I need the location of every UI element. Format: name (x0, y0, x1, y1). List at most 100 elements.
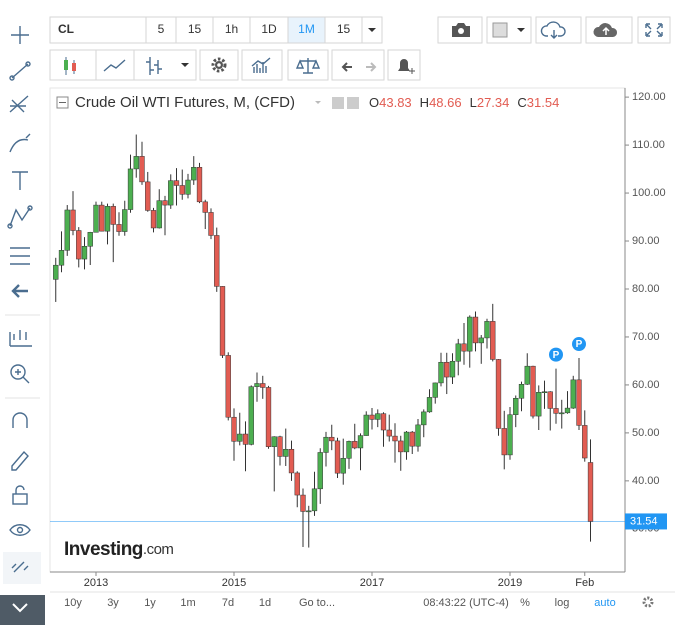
lock-drawing-tool[interactable] (11, 450, 29, 471)
candle-body (127, 168, 134, 210)
event-marker[interactable] (549, 347, 563, 362)
candle-body (162, 200, 168, 206)
candle-body (426, 397, 433, 413)
candle-body (398, 440, 404, 453)
candle-body (375, 413, 381, 420)
crosshair-tool[interactable] (11, 26, 29, 44)
percent-toggle[interactable]: % (520, 597, 530, 609)
fullscreen-button[interactable] (637, 16, 671, 44)
logo-main: Investing (64, 539, 143, 560)
candle-body (277, 436, 283, 457)
candle-body (179, 185, 185, 195)
interval-label: 5 (158, 22, 165, 36)
sidebar (0, 0, 45, 625)
compare-button[interactable] (287, 49, 329, 81)
price-label: 31.54 (630, 515, 658, 527)
pattern-tool[interactable] (7, 205, 33, 229)
candle-body (380, 413, 387, 431)
candle-body (438, 361, 444, 384)
symbol-input[interactable] (49, 16, 147, 44)
candle-body (156, 200, 162, 229)
text-tool[interactable] (12, 171, 28, 190)
y-tick-label: 40.00 (632, 475, 660, 487)
cloud-load-button[interactable] (535, 16, 582, 44)
candle-body (265, 387, 272, 447)
candle-body (317, 452, 323, 490)
interval-button[interactable] (212, 16, 251, 44)
collapse-tool[interactable] (0, 595, 45, 625)
magnet-tool[interactable] (12, 412, 28, 428)
candle-body (300, 494, 306, 512)
bottom-bar: Go to... 08:43:22 (UTC-4) % log auto 10y… (50, 591, 675, 609)
settings-gear[interactable] (642, 596, 654, 608)
candle-body (110, 206, 116, 225)
indicators-button[interactable] (241, 49, 283, 81)
x-tick-label: 2019 (498, 577, 522, 589)
candle-body (587, 462, 594, 522)
candle-body (553, 408, 559, 414)
candle-body (306, 510, 312, 513)
candle-body (185, 179, 191, 195)
candle-body (122, 209, 128, 232)
interval-button[interactable] (145, 16, 177, 44)
candle-body (271, 436, 277, 447)
range-button[interactable]: 1d (259, 597, 271, 609)
interval-button[interactable] (287, 16, 326, 44)
candle-body (294, 472, 300, 496)
range-button[interactable]: 3y (107, 597, 119, 609)
candle-body (214, 235, 220, 287)
range-button[interactable]: 10y (64, 597, 82, 609)
toolbar: CL 5 15 1h 1D 1M 15 (49, 16, 671, 44)
undo-redo[interactable] (331, 49, 385, 81)
candle-body (524, 365, 530, 385)
range-button[interactable]: 1y (144, 597, 156, 609)
link-tool[interactable] (3, 552, 41, 584)
back-tool[interactable] (11, 284, 28, 298)
interval-button[interactable] (249, 16, 289, 44)
x-tick-label: Feb (575, 577, 594, 589)
interval-button[interactable] (324, 16, 363, 44)
auto-toggle[interactable]: auto (594, 597, 615, 609)
plot: 30.0040.0050.0060.0070.0080.0090.00100.0… (50, 91, 667, 589)
visibility-tool[interactable] (9, 524, 31, 536)
legend: Crude Oil WTI Futures, M, (CFD) O43.83 H4… (56, 94, 560, 111)
ohlc-value: 31.54 (527, 95, 560, 110)
goto-button[interactable]: Go to... (299, 597, 335, 609)
interval-label: 1h (225, 22, 238, 36)
candle-body (208, 212, 214, 236)
y-tick-label: 50.00 (632, 427, 660, 439)
candle-body (386, 429, 392, 437)
ohlc-label: O (369, 95, 379, 110)
range-button[interactable]: 7d (222, 597, 234, 609)
brush-tool[interactable] (9, 133, 31, 153)
candle-body (254, 383, 260, 387)
candle-body (449, 360, 456, 378)
candle-body (472, 316, 479, 344)
prediction-tool[interactable] (10, 247, 30, 265)
close-icon[interactable] (347, 97, 359, 109)
candle-body (283, 448, 289, 457)
y-tick-label: 80.00 (632, 283, 660, 295)
lock-tool[interactable] (12, 485, 28, 505)
measure-tool[interactable] (9, 330, 32, 347)
zoom-tool[interactable] (10, 364, 30, 384)
candle-body (478, 337, 484, 344)
event-marker[interactable] (572, 337, 586, 352)
line-tool[interactable] (9, 61, 31, 81)
range-button[interactable]: 1m (180, 597, 195, 609)
candle-body (76, 230, 82, 260)
fib-tool[interactable] (9, 95, 29, 113)
candle-body (58, 250, 65, 266)
candle-body (81, 245, 88, 260)
line-button[interactable] (95, 49, 135, 81)
settings-icon[interactable] (332, 97, 344, 109)
candle-body (576, 379, 582, 426)
candle-body (495, 359, 502, 429)
log-toggle[interactable]: log (555, 597, 570, 609)
candle-body (53, 264, 59, 280)
candle-body (484, 321, 490, 339)
interval-button[interactable] (175, 16, 214, 44)
dropdown-arrow (368, 28, 376, 32)
candle-body (202, 201, 208, 213)
